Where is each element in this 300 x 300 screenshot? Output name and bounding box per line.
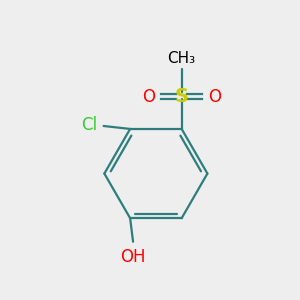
Text: CH₃: CH₃ <box>168 51 196 66</box>
Text: Cl: Cl <box>82 116 98 134</box>
Text: OH: OH <box>120 248 146 266</box>
Text: O: O <box>208 88 221 106</box>
Text: S: S <box>175 87 189 106</box>
Text: O: O <box>142 88 155 106</box>
